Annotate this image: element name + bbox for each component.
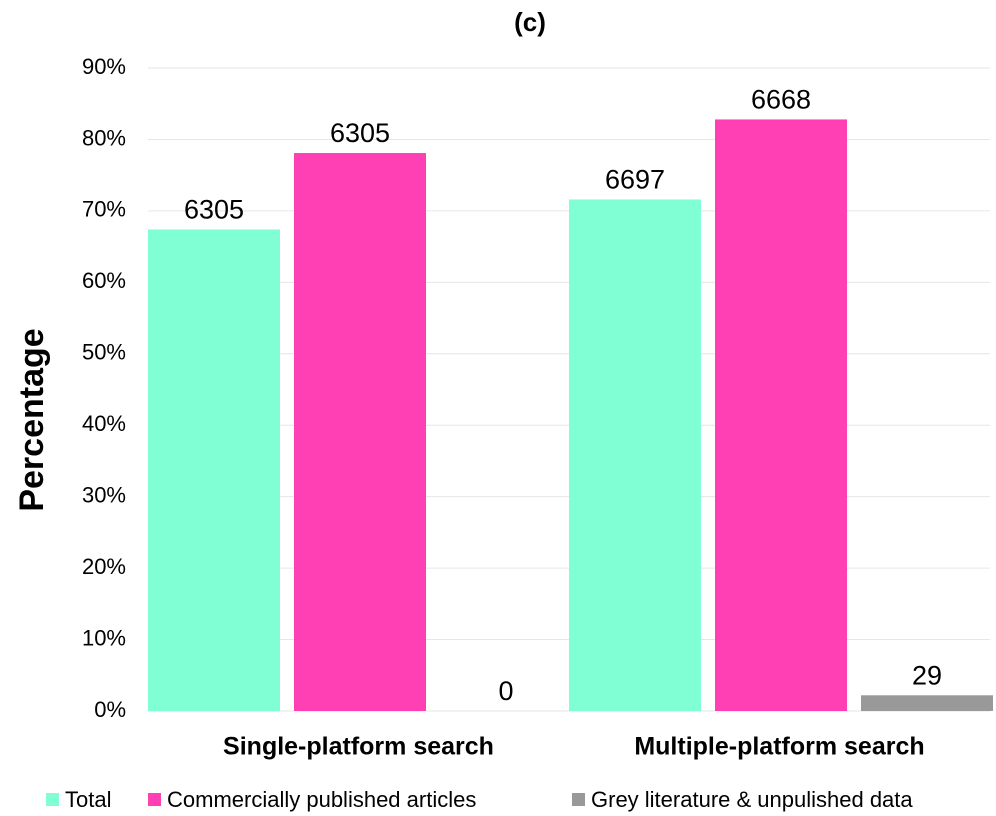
data-label: 6668 (751, 85, 811, 115)
y-tick-label: 60% (82, 268, 126, 293)
chart-title: (c) (514, 7, 546, 37)
bar (569, 199, 701, 712)
legend-swatch (46, 793, 59, 806)
y-tick-label: 0% (94, 697, 126, 722)
y-tick-label: 70% (82, 197, 126, 222)
bar (715, 119, 847, 711)
bar (294, 153, 426, 711)
data-label: 6305 (184, 195, 244, 225)
legend-label: Grey literature & unpulished data (591, 787, 913, 812)
y-tick-label: 30% (82, 482, 126, 507)
data-label: 29 (912, 660, 942, 690)
bar (861, 695, 993, 711)
bar (148, 229, 280, 711)
y-axis-label: Percentage (13, 328, 51, 511)
y-tick-label: 20% (82, 554, 126, 579)
x-tick-label: Single-platform search (223, 733, 494, 761)
data-label: 0 (498, 676, 513, 706)
data-label: 6697 (605, 165, 665, 195)
legend-swatch (572, 793, 585, 806)
legend-label: Commercially published articles (167, 787, 476, 812)
x-tick-label: Multiple-platform search (634, 733, 924, 761)
legend-label: Total (65, 787, 111, 812)
y-tick-label: 50% (82, 340, 126, 365)
y-tick-label: 90% (82, 54, 126, 79)
y-tick-label: 40% (82, 411, 126, 436)
legend-swatch (148, 793, 161, 806)
y-tick-label: 10% (82, 625, 126, 650)
y-tick-label: 80% (82, 125, 126, 150)
data-label: 6305 (330, 118, 390, 148)
